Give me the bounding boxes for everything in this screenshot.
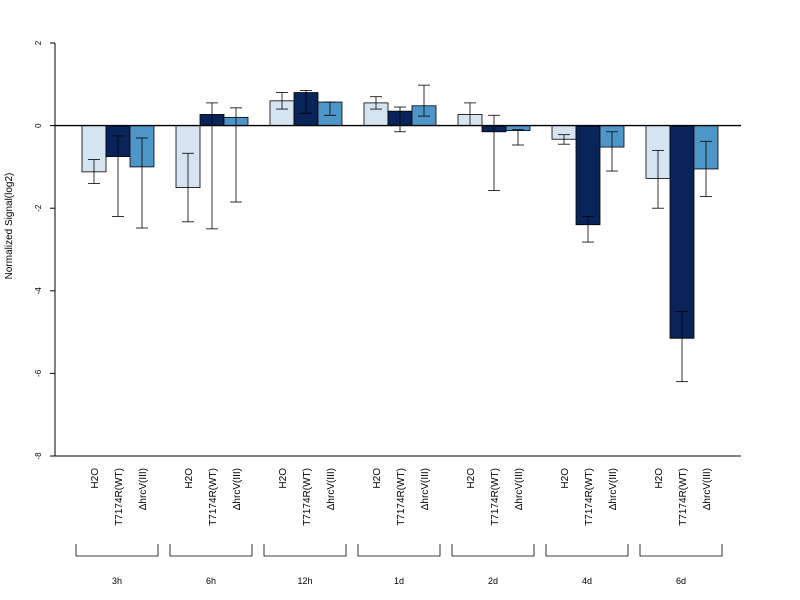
y-tick-label: 2 <box>34 40 43 45</box>
x-tick-label: H2O <box>372 468 383 489</box>
group-bracket <box>357 544 441 557</box>
x-tick-label: T7174R(WT) <box>396 468 407 526</box>
x-tick-label: T7174R(WT) <box>490 468 501 526</box>
x-tick-label: H2O <box>184 468 195 489</box>
group-label: 12h <box>297 576 312 586</box>
group-bracket <box>75 544 159 557</box>
x-tick-label: H2O <box>278 468 289 489</box>
y-axis: 2 0 -2 -4 -6 -8 <box>34 40 56 460</box>
group-brackets: 3h 6h 12h 1d 2d 4d 6d <box>75 544 723 586</box>
y-tick-label: -4 <box>34 287 43 295</box>
y-tick-label: -8 <box>34 452 43 460</box>
x-tick-label: H2O <box>560 468 571 489</box>
x-tick-label: T7174R(WT) <box>302 468 313 526</box>
x-tick-label: T7174R(WT) <box>678 468 689 526</box>
bar <box>669 125 695 339</box>
x-tick-label: H2O <box>654 468 665 489</box>
x-tick-label: H2O <box>466 468 477 489</box>
group-bracket <box>263 544 347 557</box>
x-tick-label: ΔhrcV(III) <box>702 468 713 510</box>
x-tick-label: T7174R(WT) <box>584 468 595 526</box>
x-tick-label: ΔhrcV(III) <box>608 468 619 510</box>
group-label: 4d <box>582 576 592 586</box>
group-bracket <box>451 544 535 557</box>
bar <box>575 125 601 226</box>
y-tick-label: -2 <box>34 204 43 212</box>
y-axis-title: Normalized Signal(log2) <box>4 173 15 280</box>
x-tick-label: T7174R(WT) <box>208 468 219 526</box>
bars <box>81 84 719 383</box>
x-tick-label: ΔhrcV(III) <box>420 468 431 510</box>
x-tick-label: T7174R(WT) <box>114 468 125 526</box>
group-label: 6d <box>676 576 686 586</box>
group-label: 1d <box>394 576 404 586</box>
x-tick-label: ΔhrcV(III) <box>138 468 149 510</box>
y-tick-label: 0 <box>34 123 43 128</box>
x-tick-labels: H2O T7174R(WT) ΔhrcV(III) H2O T7174R(WT) Δhrc… <box>90 468 713 526</box>
group-label: 2d <box>488 576 498 586</box>
group-bracket <box>169 544 253 557</box>
x-tick-label: ΔhrcV(III) <box>232 468 243 510</box>
y-tick-label: -6 <box>34 369 43 377</box>
x-tick-label: ΔhrcV(III) <box>514 468 525 510</box>
group-label: 6h <box>206 576 216 586</box>
x-tick-label: ΔhrcV(III) <box>326 468 337 510</box>
x-tick-label: H2O <box>90 468 101 489</box>
group-bracket <box>545 544 629 557</box>
group-bracket <box>639 544 723 557</box>
group-label: 3h <box>112 576 122 586</box>
